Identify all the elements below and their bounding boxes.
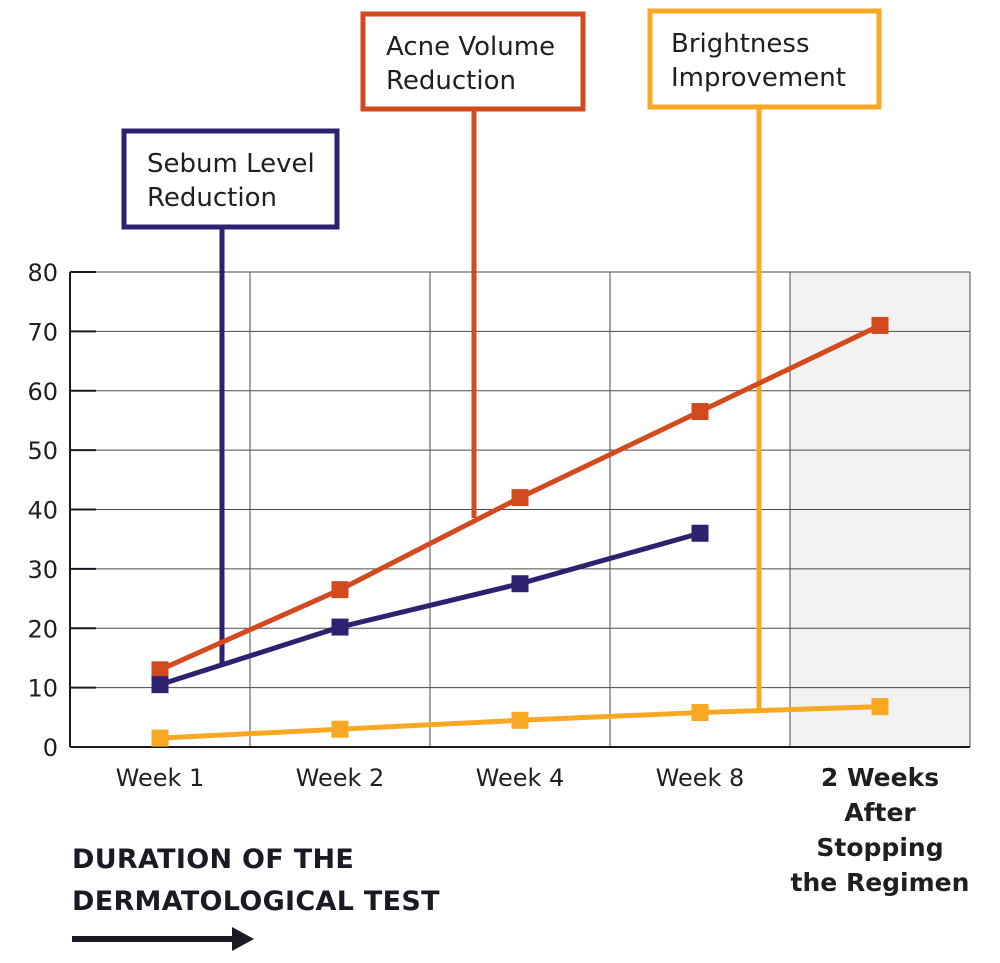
series-name-line: Sebum Level [147,149,315,179]
x-category-label: Week 2 [296,764,385,792]
series-name-line: Improvement [671,63,846,93]
series-name-line: Reduction [386,66,516,96]
callout-box [647,8,882,110]
series-line [159,530,701,688]
series-lines [151,316,889,747]
y-tick-label: 10 [27,675,58,703]
x-category-label: 2 Weeks After Stopping the Regimen [791,763,970,897]
series-name-line: Reduction [147,183,277,213]
y-tick-label: 50 [27,437,58,465]
duration-arrow [72,927,254,951]
callout-box [360,11,586,112]
series-name-line: Acne Volume [386,32,555,62]
data-point [871,316,889,334]
data-point [511,575,529,593]
data-point [331,618,349,636]
x-category-line: the Regimen [791,868,970,897]
y-tick-label: 30 [27,556,58,584]
x-axis-title: DURATION OF THE DERMATOLOGICAL TEST [72,844,440,917]
data-point [151,676,169,694]
y-tick-label: 40 [27,497,58,525]
series-callouts: Acne Volume Reduction Sebum Level Reduction… [121,8,882,711]
x-category-label: Week 8 [656,764,745,792]
y-axis-ticks: 0 10 20 30 40 50 60 70 80 [27,259,96,762]
data-point [151,729,169,747]
x-axis-title-text: DURATION OF THE DERMATOLOGICAL TEST [72,844,440,917]
series-name: Sebum Level Reduction [147,149,315,213]
series-name: Brightness Improvement [671,29,846,93]
x-category-line: Week 1 [116,764,205,792]
series-name-line: Brightness [671,29,810,59]
x-category-line: Week 2 [296,764,385,792]
data-point [331,720,349,738]
x-category-label: Week 4 [476,764,565,792]
data-point [871,698,889,716]
x-axis-categories: Week 1 Week 2 Week 4 Week 8 2 Weeks After Stop… [116,763,970,897]
data-point [151,661,169,679]
callout-2: Brightness Improvement [647,8,882,711]
y-tick-label: 0 [43,734,58,762]
callout-1: Sebum Level Reduction [121,128,340,663]
data-point [691,524,709,542]
data-point [691,403,709,421]
y-tick-label: 20 [27,615,58,643]
data-point [691,704,709,722]
data-point [331,581,349,599]
y-tick-label: 60 [27,378,58,406]
data-point [511,711,529,729]
x-axis-title-line: DERMATOLOGICAL TEST [72,886,440,917]
callout-0: Acne Volume Reduction [360,11,586,518]
y-tick-label: 70 [27,318,58,346]
x-axis-title-line: DURATION OF THE [72,844,354,875]
x-category-line: Week 4 [476,764,565,792]
series [151,524,709,694]
series-name: Acne Volume Reduction [386,32,555,96]
x-category-line: After [844,798,916,827]
x-category-line: 2 Weeks [821,763,939,792]
y-tick-label: 80 [27,259,58,287]
x-category-line: Week 8 [656,764,745,792]
callout-box [121,128,340,230]
data-point [511,489,529,507]
x-category-label: Week 1 [116,764,205,792]
x-category-line: Stopping [816,833,943,862]
series [151,698,889,747]
series [151,316,889,679]
